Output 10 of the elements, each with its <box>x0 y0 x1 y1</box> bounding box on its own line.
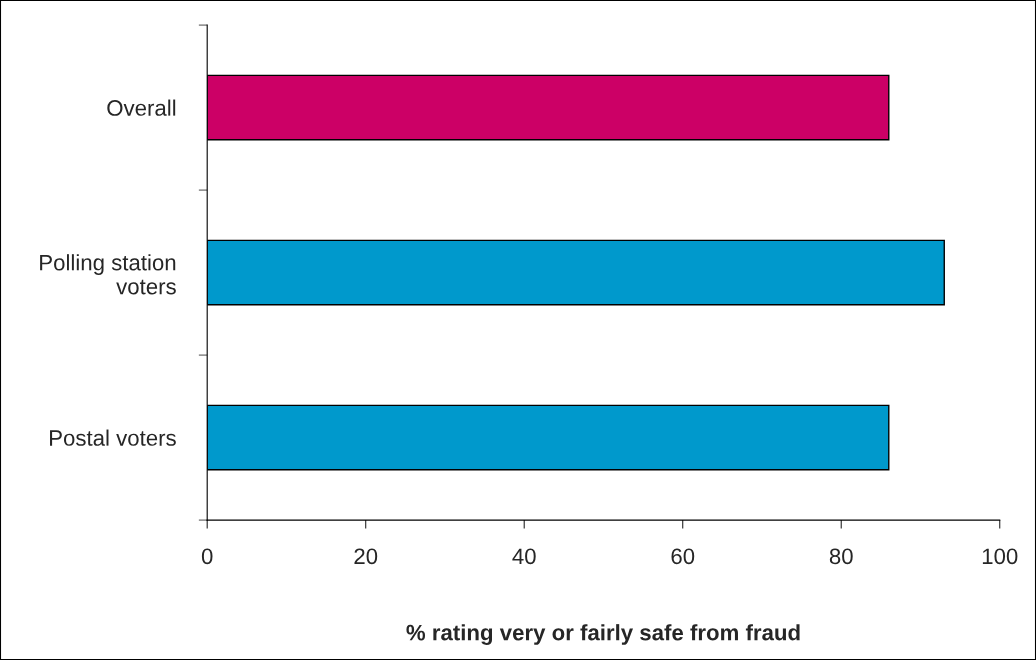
x-tick-label: 100 <box>982 548 1018 565</box>
y-tick-label: Postal voters <box>50 429 176 446</box>
x-tick-label: 40 <box>512 548 536 565</box>
x-tick-label: 20 <box>354 548 378 565</box>
y-tick-label: Overall <box>107 99 176 116</box>
x-tick-label: 60 <box>671 548 695 565</box>
x-tick-label: 0 <box>201 548 213 565</box>
x-tick-label: 80 <box>829 548 853 565</box>
y-tick-label: Polling station voters <box>40 254 176 295</box>
x-axis-title: % rating very or fairly safe from fraud <box>406 624 800 645</box>
